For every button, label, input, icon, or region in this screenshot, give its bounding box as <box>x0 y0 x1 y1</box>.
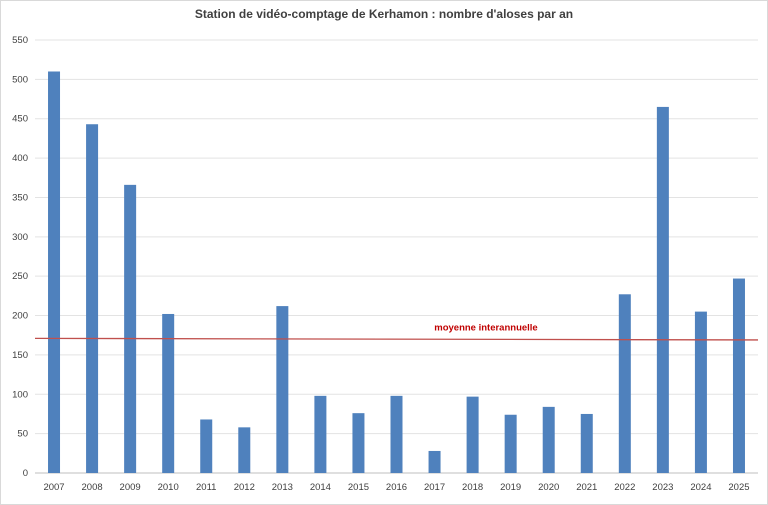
bar-2015 <box>352 413 365 473</box>
x-tick-label: 2012 <box>234 482 255 493</box>
x-tick-label: 2015 <box>348 482 369 493</box>
y-tick-label: 200 <box>12 311 28 322</box>
x-tick-label: 2019 <box>500 482 521 493</box>
x-tick-label: 2021 <box>576 482 597 493</box>
bar-2013 <box>276 306 289 473</box>
bars <box>48 71 745 473</box>
x-axis-ticks: 2007 2008 2009 2010 2011 2012 2013 2014 2015 2016… <box>43 482 749 493</box>
y-tick-label: 0 <box>23 468 28 479</box>
x-tick-label: 2023 <box>652 482 673 493</box>
average-line-label: moyenne interannuelle <box>434 322 537 333</box>
bar-2008 <box>86 124 99 473</box>
x-tick-label: 2013 <box>272 482 293 493</box>
x-tick-label: 2014 <box>310 482 331 493</box>
bar-2025 <box>732 278 745 473</box>
x-tick-label: 2010 <box>158 482 179 493</box>
y-tick-label: 400 <box>12 153 28 164</box>
x-tick-label: 2011 <box>196 482 216 493</box>
x-tick-label: 2024 <box>690 482 711 493</box>
x-tick-label: 2008 <box>82 482 103 493</box>
bar-2022 <box>618 294 631 473</box>
y-tick-label: 50 <box>17 429 28 440</box>
y-tick-label: 150 <box>12 350 28 361</box>
y-tick-label: 250 <box>12 271 28 282</box>
y-tick-label: 450 <box>12 114 28 125</box>
average-line <box>34 337 759 341</box>
bar-2024 <box>694 311 707 473</box>
y-tick-label: 300 <box>12 232 28 243</box>
bar-2007 <box>48 71 61 473</box>
y-axis-ticks: 0 50 100 150 200 250 300 350 400 450 500 550 <box>12 35 28 479</box>
y-tick-label: 550 <box>12 35 28 46</box>
x-tick-label: 2009 <box>120 482 141 493</box>
bar-2011 <box>200 419 213 473</box>
bar-2020 <box>542 406 555 473</box>
bar-2009 <box>124 184 137 473</box>
x-tick-label: 2025 <box>728 482 749 493</box>
y-tick-label: 500 <box>12 74 28 85</box>
x-tick-label: 2022 <box>614 482 635 493</box>
average-line-group: moyenne interannuelle <box>34 322 759 341</box>
bar-2017 <box>428 450 441 473</box>
x-tick-label: 2007 <box>43 482 64 493</box>
bar-2019 <box>504 414 517 473</box>
chart-title: Station de vidéo-comptage de Kerhamon : … <box>194 7 574 21</box>
x-tick-label: 2020 <box>538 482 559 493</box>
x-tick-label: 2017 <box>424 482 445 493</box>
bar-2012 <box>238 427 251 473</box>
x-tick-label: 2016 <box>386 482 407 493</box>
y-tick-label: 100 <box>12 389 28 400</box>
bar-2014 <box>314 395 327 473</box>
bar-2010 <box>162 313 175 473</box>
bar-2021 <box>580 413 593 473</box>
bar-2018 <box>466 396 479 473</box>
bar-2016 <box>390 395 403 473</box>
bar-2023 <box>656 106 669 473</box>
x-tick-label: 2018 <box>462 482 483 493</box>
y-tick-label: 350 <box>12 192 28 203</box>
